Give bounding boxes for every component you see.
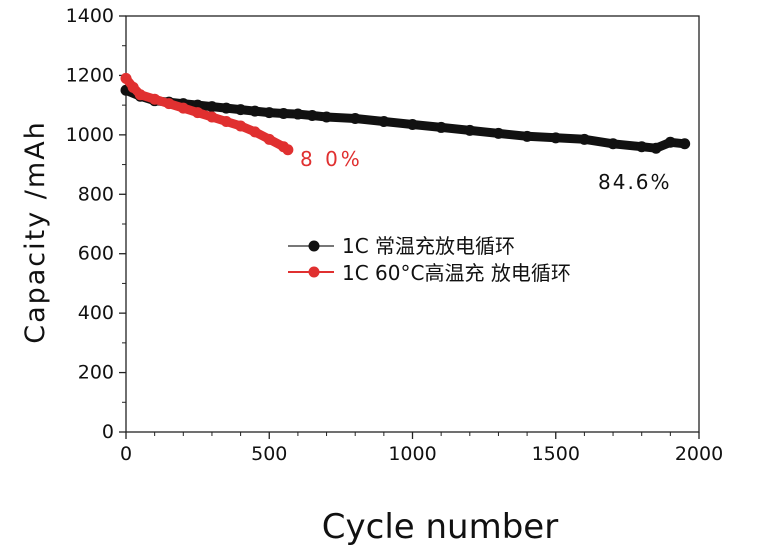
plot-frame (125, 15, 700, 433)
y-axis-title: Capacity /mAh (20, 120, 51, 344)
data-point (282, 144, 294, 156)
data-point (249, 105, 261, 117)
data-point (206, 101, 218, 113)
data-point (306, 110, 318, 122)
series-1 (120, 72, 294, 156)
y-tick-label: 600 (78, 243, 114, 265)
series-layer (120, 72, 691, 156)
series-0 (120, 84, 691, 154)
data-point (349, 113, 361, 125)
data-point (679, 138, 691, 150)
legend-marker-series-1 (308, 266, 320, 278)
data-point (263, 107, 275, 119)
data-point (177, 102, 189, 114)
y-tick-label: 800 (78, 183, 114, 205)
y-tick-label: 200 (78, 362, 114, 384)
y-tick-label: 1400 (66, 5, 114, 27)
axes (125, 15, 700, 433)
data-point (492, 127, 504, 139)
data-point (292, 108, 304, 120)
annotation-room-temp-retention: 84.6% (598, 170, 672, 194)
x-tick-label: 500 (251, 443, 287, 465)
data-point (263, 133, 275, 145)
data-point (650, 142, 662, 154)
legend: 1C 常温充放电循环 1C 60°C高温充 放电循环 (288, 234, 571, 285)
y-tick-label: 400 (78, 302, 114, 324)
ticks: 0 200 400 600 800 1000 1200 1400 0 500 1000 1500 200… (66, 5, 724, 465)
legend-marker-series-0 (308, 240, 320, 252)
y-tick-label: 1000 (66, 124, 114, 146)
y-tick-label: 1200 (66, 64, 114, 86)
data-point (127, 81, 139, 93)
x-tick-label: 1000 (388, 443, 436, 465)
data-point (321, 111, 333, 123)
y-tick-label: 0 (102, 421, 114, 443)
data-point (134, 89, 146, 101)
data-point (664, 136, 676, 148)
x-axis-title: Cycle number (322, 507, 558, 547)
data-point (636, 141, 648, 153)
data-point (220, 102, 232, 114)
data-point (578, 133, 590, 145)
data-point (149, 93, 161, 105)
annotation-high-temp-retention: 8 0% (300, 147, 363, 171)
data-point (464, 124, 476, 136)
x-tick-label: 2000 (675, 443, 723, 465)
data-point (163, 98, 175, 110)
data-point (435, 121, 447, 133)
legend-label-series-0: 1C 常温充放电循环 (342, 234, 515, 258)
data-point (220, 115, 232, 127)
data-point (550, 132, 562, 144)
data-point (249, 126, 261, 138)
data-point (235, 104, 247, 116)
data-point (521, 130, 533, 142)
data-point (278, 107, 290, 119)
x-tick-label: 1500 (532, 443, 580, 465)
data-point (378, 115, 390, 127)
data-point (235, 120, 247, 132)
data-point (607, 138, 619, 150)
data-point (206, 111, 218, 123)
data-point (120, 72, 132, 84)
legend-label-series-1: 1C 60°C高温充 放电循环 (342, 261, 571, 285)
data-point (407, 118, 418, 130)
x-tick-label: 0 (120, 443, 132, 465)
data-point (192, 107, 204, 119)
